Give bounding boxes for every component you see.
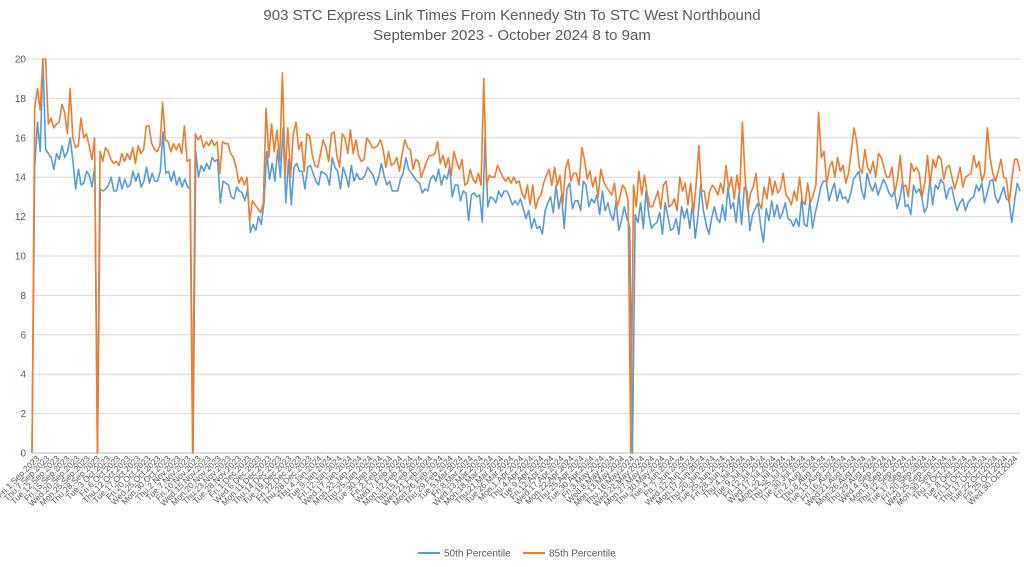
y-tick-label: 10 bbox=[15, 252, 27, 263]
y-tick-label: 20 bbox=[15, 55, 27, 66]
y-tick-label: 8 bbox=[20, 291, 26, 302]
chart-subtitle: September 2023 - October 2024 8 to 9am bbox=[373, 27, 651, 44]
y-tick-label: 0 bbox=[20, 449, 26, 460]
series-line-p85 bbox=[31, 58, 1021, 454]
chart-title: 903 STC Express Link Times From Kennedy … bbox=[263, 7, 761, 24]
y-axis: 0 2 4 6 8 10 12 14 16 18 20 bbox=[15, 55, 27, 460]
y-tick-label: 16 bbox=[15, 133, 27, 144]
legend: 50th Percentile 85th Percentile bbox=[418, 549, 616, 560]
y-tick-label: 6 bbox=[20, 330, 26, 341]
y-tick-label: 4 bbox=[20, 370, 26, 381]
series-line-p50 bbox=[31, 58, 1021, 454]
gridlines bbox=[32, 58, 1020, 454]
chart-title-block: 903 STC Express Link Times From Kennedy … bbox=[0, 6, 1024, 46]
y-tick-label: 12 bbox=[15, 212, 27, 223]
legend-label-p85: 85th Percentile bbox=[549, 549, 616, 560]
x-axis: Fri.1.Sep.2023Thu.7.Sep.2023Tue.12.Sep.2… bbox=[0, 453, 1020, 508]
y-tick-label: 18 bbox=[15, 94, 27, 105]
y-tick-label: 2 bbox=[20, 409, 26, 420]
y-tick-label: 14 bbox=[15, 173, 27, 184]
series-lines bbox=[31, 58, 1021, 454]
legend-label-p50: 50th Percentile bbox=[444, 549, 511, 560]
